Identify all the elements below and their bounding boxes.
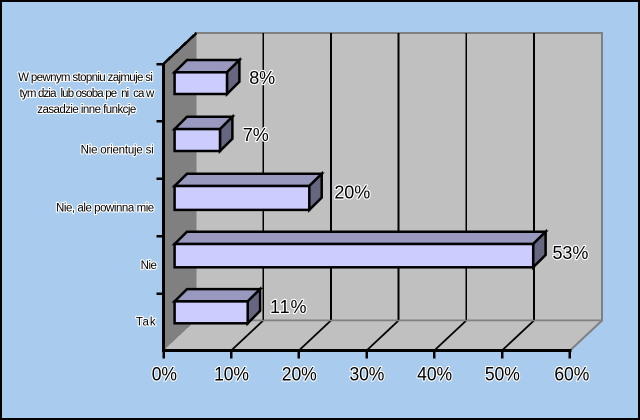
svg-text:Nie: Nie — [141, 260, 157, 272]
svg-text:10%: 10% — [214, 363, 249, 385]
svg-text:Nie orientuje si: Nie orientuje si — [81, 145, 157, 157]
svg-text:30%: 30% — [349, 363, 384, 385]
svg-text:20%: 20% — [334, 182, 370, 202]
svg-text:7%: 7% — [243, 125, 269, 145]
svg-text:40%: 40% — [417, 363, 452, 385]
svg-text:20%: 20% — [282, 363, 317, 385]
svg-text:60%: 60% — [554, 363, 589, 385]
svg-text:tym dzia lub osoba pe ni ca: tym dzia lub osoba pe ni ca w — [20, 88, 155, 100]
svg-text:zasadzie inne funkcje: zasadzie inne funkcje — [37, 104, 136, 116]
svg-text:50%: 50% — [485, 363, 520, 385]
svg-text:11%: 11% — [270, 297, 307, 317]
svg-text:8%: 8% — [249, 68, 275, 88]
svg-text:W pewnym stopniu zajmuje si: W pewnym stopniu zajmuje si — [18, 72, 155, 84]
svg-text:Tak: Tak — [136, 317, 157, 329]
svg-text:0%: 0% — [152, 363, 177, 385]
svg-text:53%: 53% — [553, 243, 589, 263]
svg-text:Nie, ale powinna mie: Nie, ale powinna mie — [56, 203, 157, 215]
